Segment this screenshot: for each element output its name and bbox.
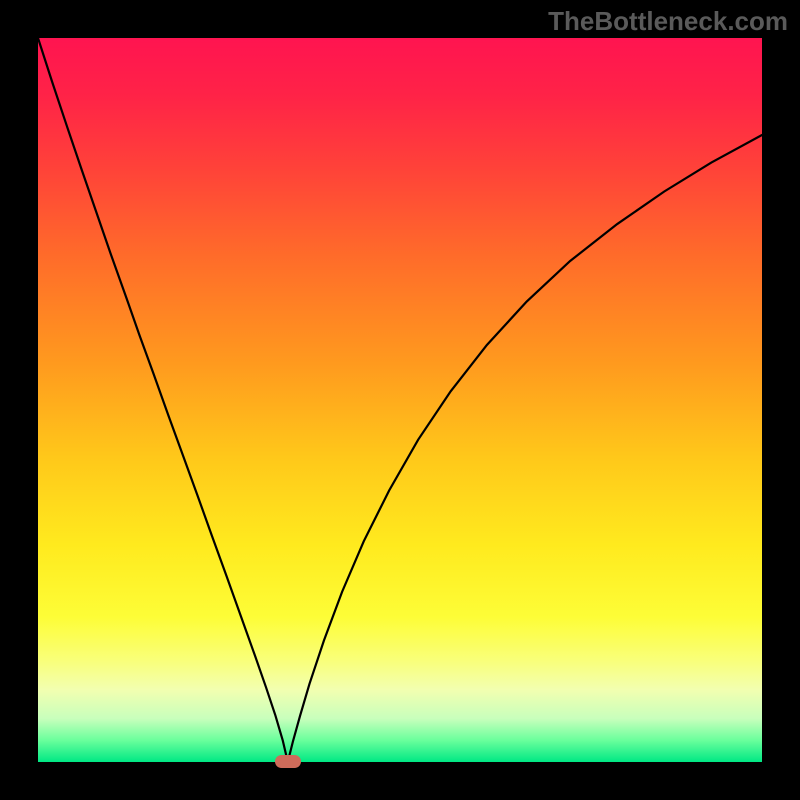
gradient-background xyxy=(38,38,762,762)
watermark-text: TheBottleneck.com xyxy=(548,6,788,37)
chart-container: TheBottleneck.com xyxy=(0,0,800,800)
minimum-marker xyxy=(275,755,301,768)
plot-area xyxy=(38,38,762,762)
